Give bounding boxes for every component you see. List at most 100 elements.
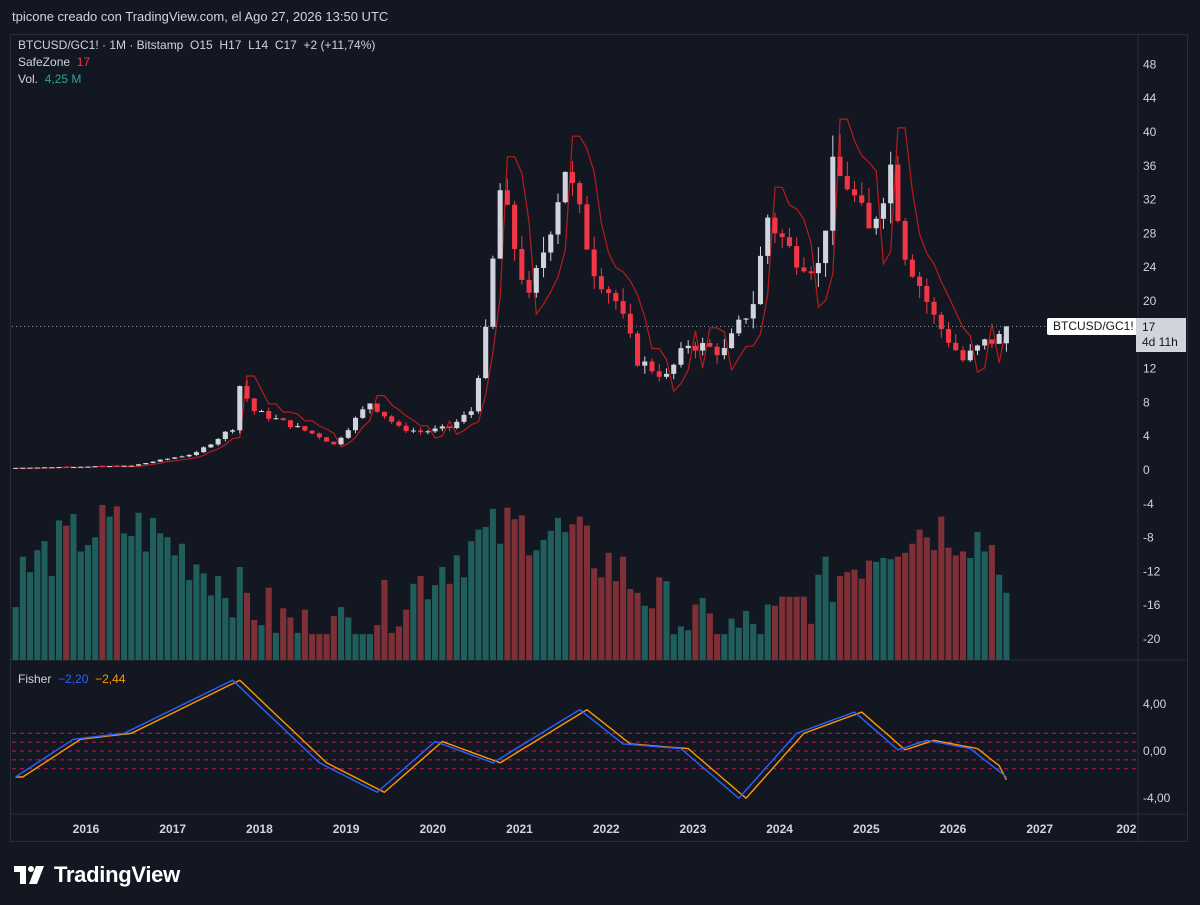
safezone-legend[interactable]: SafeZone 17 <box>18 55 90 69</box>
candle-body <box>989 339 995 344</box>
candle-body <box>851 189 858 196</box>
candle-body <box>403 425 409 432</box>
candle-body <box>208 444 214 448</box>
safezone-value: 17 <box>76 55 91 69</box>
candle-body <box>490 258 496 327</box>
candle-body <box>765 217 771 256</box>
candle-body <box>794 246 800 268</box>
candle-body <box>663 373 670 377</box>
candle-body <box>425 431 431 433</box>
candle-body <box>483 326 489 379</box>
volume-legend[interactable]: Vol. 4,25 M <box>18 72 81 86</box>
volume-bar <box>844 572 851 660</box>
tradingview-logo[interactable]: TradingView <box>12 862 180 888</box>
price-tick-label: 24 <box>1143 260 1157 274</box>
volume-bar <box>779 596 786 660</box>
price-tick-label: 40 <box>1143 125 1157 139</box>
price-tick-label: 44 <box>1143 91 1157 105</box>
candle-body <box>136 464 142 466</box>
volume-bar <box>945 547 952 660</box>
candle-body <box>27 467 33 469</box>
price-tick-label: 32 <box>1143 193 1157 207</box>
volume-bar <box>533 550 540 660</box>
volume-bar <box>952 555 959 660</box>
candle-body <box>461 414 467 422</box>
volume-bar <box>786 596 793 660</box>
candle-body <box>34 467 40 469</box>
candle-body <box>439 426 445 429</box>
price-tick-label: 28 <box>1143 226 1157 240</box>
candle-body <box>215 438 221 445</box>
candle-body <box>237 386 243 431</box>
fisher-legend[interactable]: Fisher −2,20 −2,44 <box>18 672 125 686</box>
candle-body <box>418 430 424 433</box>
candle-body <box>338 437 344 445</box>
volume-bar <box>771 605 779 660</box>
volume-label: Vol. <box>18 72 39 86</box>
candle-body <box>880 203 886 219</box>
candle-body <box>736 319 742 334</box>
volume-bar <box>865 560 873 660</box>
candle-body <box>504 190 510 205</box>
volume-bar <box>475 529 482 660</box>
volume-bar <box>19 556 26 660</box>
volume-bar <box>338 607 345 660</box>
volume-bar <box>648 608 656 660</box>
candle-body <box>78 466 84 468</box>
candle-body <box>251 398 257 412</box>
candle-body <box>866 202 872 229</box>
candle-body <box>743 318 749 320</box>
volume-bar <box>721 634 728 660</box>
volume-bar <box>265 587 272 660</box>
candle-body <box>1003 326 1009 344</box>
candle-body <box>316 433 322 438</box>
volume-bar <box>251 619 258 660</box>
candle-body <box>837 156 843 177</box>
candle-body <box>974 345 980 351</box>
volume-bar <box>750 623 757 660</box>
volume-bar <box>294 632 301 660</box>
volume-bar <box>272 632 280 660</box>
volume-bar <box>583 525 590 660</box>
year-tick-label: 2020 <box>419 822 446 836</box>
fisher-label: Fisher <box>18 672 52 686</box>
volume-bar <box>468 541 475 660</box>
candle-body <box>548 234 554 253</box>
candle-body <box>143 462 149 465</box>
candle-body <box>533 267 539 293</box>
volume-bar <box>996 574 1003 660</box>
candle-body <box>56 467 62 469</box>
volume-bar <box>92 537 99 660</box>
candle-body <box>468 411 474 415</box>
candle-body <box>410 430 416 432</box>
candle-body <box>938 314 944 330</box>
volume-bar <box>837 576 844 660</box>
volume-bar <box>938 516 945 660</box>
candle-body <box>381 411 387 417</box>
candle-body <box>721 348 727 356</box>
candle-body <box>150 461 156 463</box>
year-tick-label: 2025 <box>853 822 880 836</box>
bar-countdown: 4d 11h <box>1142 335 1178 349</box>
candle-body <box>70 466 77 468</box>
candle-body <box>99 466 105 468</box>
chart-frame[interactable] <box>10 34 1188 842</box>
volume-bar <box>417 576 424 660</box>
candle-body <box>924 286 930 302</box>
volume-bar <box>757 634 764 660</box>
candle-body <box>714 346 720 356</box>
candle-body <box>512 204 518 250</box>
volume-bar <box>77 551 84 660</box>
candle-body <box>396 421 402 426</box>
last-price: 17 <box>1142 320 1156 334</box>
volume-bar <box>164 537 171 660</box>
candle-body <box>953 342 959 351</box>
candle-body <box>107 466 113 468</box>
candle-body <box>331 441 337 445</box>
candle-body <box>295 426 301 428</box>
volume-bar <box>482 526 489 660</box>
volume-bar <box>641 605 648 660</box>
candle-body <box>222 431 228 439</box>
volume-bar <box>359 634 366 660</box>
